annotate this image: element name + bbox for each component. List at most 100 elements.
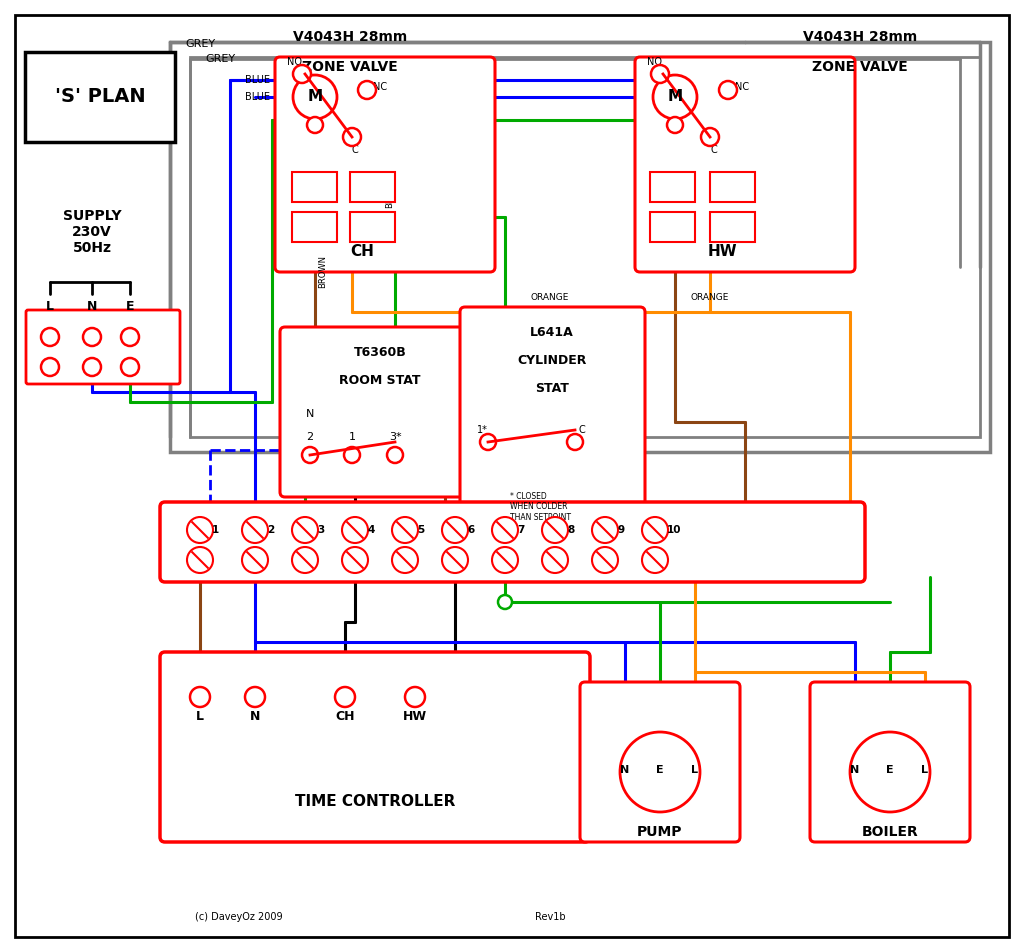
- Text: CH: CH: [335, 710, 354, 724]
- Text: NO: NO: [288, 57, 302, 67]
- Text: V4043H 28mm: V4043H 28mm: [293, 30, 408, 44]
- Text: C: C: [711, 145, 718, 155]
- FancyBboxPatch shape: [160, 502, 865, 582]
- Circle shape: [642, 547, 668, 573]
- Text: L641A: L641A: [530, 326, 573, 339]
- FancyBboxPatch shape: [160, 652, 590, 842]
- FancyBboxPatch shape: [275, 57, 495, 272]
- Bar: [190, 57, 980, 437]
- Circle shape: [292, 547, 318, 573]
- Text: C: C: [579, 425, 586, 435]
- Text: 5: 5: [417, 525, 424, 535]
- Circle shape: [83, 328, 101, 346]
- Text: 7: 7: [517, 525, 524, 535]
- Circle shape: [293, 65, 311, 83]
- Circle shape: [667, 117, 683, 133]
- Text: E: E: [886, 765, 894, 775]
- Circle shape: [292, 517, 318, 543]
- Circle shape: [387, 447, 403, 463]
- Bar: [650, 212, 695, 242]
- Text: 3*: 3*: [389, 432, 401, 442]
- Bar: [650, 172, 695, 202]
- Circle shape: [187, 547, 213, 573]
- Text: N: N: [306, 409, 314, 419]
- Text: M: M: [307, 89, 323, 105]
- Text: 6: 6: [467, 525, 474, 535]
- Text: 2: 2: [267, 525, 274, 535]
- Text: Rev1b: Rev1b: [535, 912, 565, 922]
- Text: C: C: [351, 145, 358, 155]
- Text: HW: HW: [708, 245, 737, 260]
- Text: N: N: [621, 765, 630, 775]
- Circle shape: [480, 434, 496, 450]
- Circle shape: [335, 687, 355, 707]
- Circle shape: [242, 517, 268, 543]
- Bar: [350, 212, 395, 242]
- FancyBboxPatch shape: [26, 310, 180, 384]
- Circle shape: [442, 547, 468, 573]
- Circle shape: [492, 547, 518, 573]
- Text: 2: 2: [306, 432, 313, 442]
- Circle shape: [121, 358, 139, 376]
- Circle shape: [307, 117, 323, 133]
- Circle shape: [342, 517, 368, 543]
- Text: STAT: STAT: [536, 382, 569, 394]
- Text: M: M: [668, 89, 683, 105]
- Bar: [710, 172, 755, 202]
- Bar: [292, 172, 337, 202]
- Text: PUMP: PUMP: [637, 825, 683, 839]
- Circle shape: [358, 81, 376, 99]
- Circle shape: [342, 547, 368, 573]
- Circle shape: [190, 687, 210, 707]
- Text: BLUE: BLUE: [245, 92, 270, 102]
- Text: 1: 1: [348, 432, 355, 442]
- Text: (c) DaveyOz 2009: (c) DaveyOz 2009: [195, 912, 283, 922]
- FancyBboxPatch shape: [580, 682, 740, 842]
- Bar: [350, 172, 395, 202]
- Circle shape: [392, 517, 418, 543]
- Bar: [25, 52, 175, 142]
- Circle shape: [442, 517, 468, 543]
- Circle shape: [642, 517, 668, 543]
- Circle shape: [850, 732, 930, 812]
- Text: 4: 4: [367, 525, 375, 535]
- Circle shape: [492, 517, 518, 543]
- Bar: [292, 212, 337, 242]
- Text: ROOM STAT: ROOM STAT: [339, 373, 421, 387]
- Circle shape: [542, 517, 568, 543]
- Circle shape: [344, 447, 360, 463]
- Text: ORANGE: ORANGE: [691, 292, 729, 302]
- Text: L: L: [691, 765, 698, 775]
- Text: ORANGE: ORANGE: [530, 292, 569, 302]
- FancyBboxPatch shape: [635, 57, 855, 272]
- Bar: [170, 42, 990, 452]
- Text: CH: CH: [350, 245, 374, 260]
- Circle shape: [41, 358, 59, 376]
- Circle shape: [242, 547, 268, 573]
- Text: 3: 3: [317, 525, 325, 535]
- Text: SUPPLY
230V
50Hz: SUPPLY 230V 50Hz: [62, 208, 121, 255]
- Text: ZONE VALVE: ZONE VALVE: [812, 60, 908, 74]
- Circle shape: [392, 547, 418, 573]
- Text: 9: 9: [617, 525, 624, 535]
- Circle shape: [83, 358, 101, 376]
- Circle shape: [187, 517, 213, 543]
- Text: GREY: GREY: [185, 39, 215, 49]
- Text: 8: 8: [567, 525, 574, 535]
- Text: CYLINDER: CYLINDER: [517, 353, 587, 367]
- Circle shape: [343, 128, 361, 146]
- Text: 10: 10: [667, 525, 682, 535]
- Text: L: L: [922, 765, 929, 775]
- Circle shape: [620, 732, 700, 812]
- Text: * CLOSED
WHEN COLDER
THAN SETPOINT: * CLOSED WHEN COLDER THAN SETPOINT: [510, 492, 571, 522]
- Text: ZONE VALVE: ZONE VALVE: [302, 60, 398, 74]
- Circle shape: [651, 65, 669, 83]
- Circle shape: [498, 595, 512, 609]
- Circle shape: [406, 687, 425, 707]
- Text: GREY: GREY: [205, 54, 236, 64]
- Text: V4043H 28mm: V4043H 28mm: [803, 30, 918, 44]
- Text: N: N: [850, 765, 859, 775]
- Text: 1*: 1*: [476, 425, 487, 435]
- Text: NC: NC: [735, 82, 750, 92]
- Text: N: N: [87, 301, 97, 313]
